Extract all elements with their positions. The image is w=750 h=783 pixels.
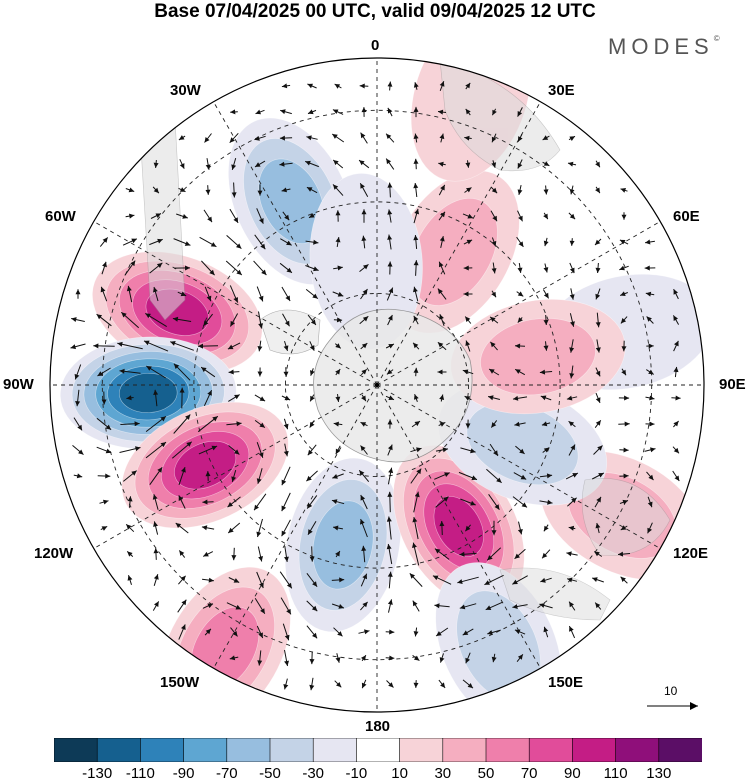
- reference-vector: [647, 702, 698, 710]
- lon-label-90w: 90W: [3, 376, 34, 393]
- colorbar-swatch: [572, 738, 617, 762]
- colorbar-swatch: [528, 738, 574, 762]
- colorbar-swatch: [269, 738, 314, 762]
- colorbar-tick-label: 50: [477, 765, 495, 782]
- lon-label-30e: 30E: [548, 82, 575, 99]
- wind-vector-field: [70, 81, 681, 691]
- lon-label-120e: 120E: [673, 545, 709, 562]
- colorbar-tick-label: -110: [125, 765, 155, 782]
- lon-label-60w: 60W: [45, 208, 76, 225]
- modes-logo: MODES©: [608, 34, 720, 59]
- colorbar-tick-label: -30: [302, 765, 325, 782]
- reference-vector-label: 10: [664, 684, 678, 698]
- colorbar-swatch: [399, 738, 444, 762]
- colorbar-tick-label: -130: [82, 765, 113, 782]
- colorbar-tick-label: -50: [259, 765, 281, 782]
- lon-label-180: 180: [365, 718, 391, 735]
- lon-label-30w: 30W: [170, 82, 201, 99]
- colorbar: [54, 738, 702, 762]
- map-title: Base 07/04/2025 00 UTC, valid 09/04/2025…: [154, 1, 596, 22]
- colorbar-swatch: [140, 738, 185, 762]
- colorbar-swatch: [226, 738, 271, 762]
- colorbar-tick-label: 90: [564, 765, 581, 782]
- graticule-lines: [50, 58, 704, 712]
- colorbar-tick-label: 10: [391, 765, 408, 782]
- colorbar-tick-label: -70: [215, 765, 238, 782]
- pole-marker: [374, 382, 380, 388]
- colorbar-swatch: [658, 738, 702, 762]
- colorbar-swatch: [356, 738, 401, 762]
- lon-label-60e: 60E: [673, 208, 700, 225]
- colorbar-swatch: [442, 738, 487, 762]
- colorbar-tick-label: 70: [520, 765, 538, 782]
- colorbar-tick-label: -90: [172, 765, 195, 782]
- lon-label-120w: 120W: [34, 545, 74, 562]
- anomaly-pos-80e: [450, 299, 626, 415]
- lon-label-90e: 90E: [719, 376, 746, 393]
- colorbar-swatch: [54, 738, 98, 762]
- map-boundary: [49, 57, 705, 713]
- colorbar-swatch: [485, 738, 530, 762]
- colorbar-tick-label: 30: [434, 765, 452, 782]
- colorbar-tick-label: 110: [603, 765, 628, 782]
- anomaly-pos-110w: [121, 401, 289, 529]
- colorbar-tick-label: -10: [345, 765, 368, 782]
- colorbar-swatch: [615, 738, 660, 762]
- colorbar-tick-label: 130: [646, 765, 672, 782]
- lon-label-150e: 150E: [548, 674, 584, 691]
- colorbar-swatch: [96, 738, 142, 762]
- lon-label-150w: 150W: [160, 674, 200, 691]
- lon-label-0: 0: [371, 37, 380, 54]
- colorbar-swatch: [183, 738, 228, 762]
- colorbar-swatch: [312, 738, 358, 762]
